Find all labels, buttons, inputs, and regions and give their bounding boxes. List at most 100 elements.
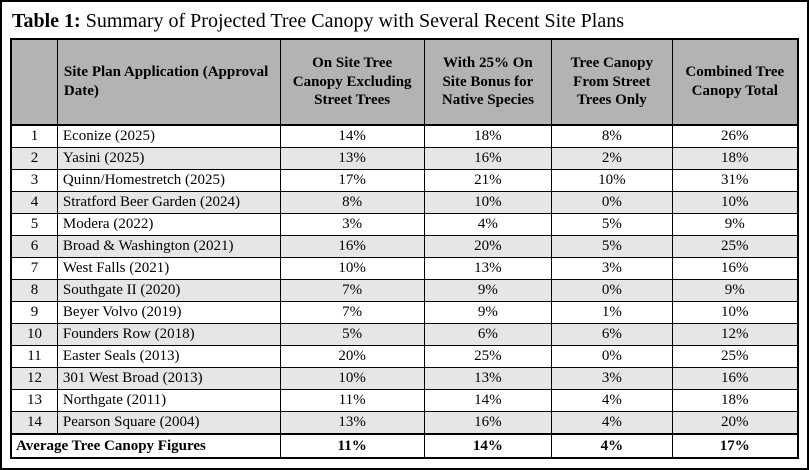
table-row: 9 Beyer Volvo (2019) 7% 9% 1% 10% bbox=[10, 301, 799, 324]
row-number: 13 bbox=[10, 389, 58, 412]
street-value: 1% bbox=[551, 301, 673, 324]
street-value: 5% bbox=[551, 235, 673, 258]
combined-value: 16% bbox=[671, 367, 799, 390]
site-plan-name: Stratford Beer Garden (2024) bbox=[56, 191, 281, 214]
row-number: 3 bbox=[10, 169, 58, 192]
combined-value: 18% bbox=[671, 147, 799, 170]
average-onsite-value: 11% bbox=[279, 433, 425, 459]
combined-value: 9% bbox=[671, 279, 799, 302]
table-row: 11 Easter Seals (2013) 20% 25% 0% 25% bbox=[10, 345, 799, 368]
onsite-value: 13% bbox=[279, 147, 425, 170]
onsite-value: 5% bbox=[279, 323, 425, 346]
header-combined-canopy: Combined Tree Canopy Total bbox=[671, 38, 799, 126]
average-row-label: Average Tree Canopy Figures bbox=[10, 433, 281, 459]
bonus-value: 14% bbox=[423, 389, 553, 412]
site-plan-name: Yasini (2025) bbox=[56, 147, 281, 170]
combined-value: 18% bbox=[671, 389, 799, 412]
row-number: 11 bbox=[10, 345, 58, 368]
site-plan-name: Quinn/Homestretch (2025) bbox=[56, 169, 281, 192]
bonus-value: 4% bbox=[423, 213, 553, 236]
combined-value: 25% bbox=[671, 235, 799, 258]
combined-value: 12% bbox=[671, 323, 799, 346]
bonus-value: 10% bbox=[423, 191, 553, 214]
site-plan-name: Southgate II (2020) bbox=[56, 279, 281, 302]
bonus-value: 16% bbox=[423, 147, 553, 170]
bonus-value: 13% bbox=[423, 257, 553, 280]
onsite-value: 17% bbox=[279, 169, 425, 192]
tree-canopy-table: Site Plan Application (Approval Date) On… bbox=[10, 38, 799, 459]
bonus-value: 9% bbox=[423, 279, 553, 302]
bonus-value: 18% bbox=[423, 124, 553, 148]
table-row: 3 Quinn/Homestretch (2025) 17% 21% 10% 3… bbox=[10, 169, 799, 192]
onsite-value: 13% bbox=[279, 411, 425, 435]
site-plan-name: Beyer Volvo (2019) bbox=[56, 301, 281, 324]
table-row: 5 Modera (2022) 3% 4% 5% 9% bbox=[10, 213, 799, 236]
table-row: 1 Econize (2025) 14% 18% 8% 26% bbox=[10, 124, 799, 148]
onsite-value: 14% bbox=[279, 124, 425, 148]
street-value: 3% bbox=[551, 257, 673, 280]
onsite-value: 11% bbox=[279, 389, 425, 412]
row-number: 4 bbox=[10, 191, 58, 214]
row-number: 6 bbox=[10, 235, 58, 258]
combined-value: 25% bbox=[671, 345, 799, 368]
bonus-value: 16% bbox=[423, 411, 553, 435]
combined-value: 10% bbox=[671, 301, 799, 324]
table-header-row: Site Plan Application (Approval Date) On… bbox=[10, 38, 799, 126]
bonus-value: 13% bbox=[423, 367, 553, 390]
bonus-value: 20% bbox=[423, 235, 553, 258]
table-row: 4 Stratford Beer Garden (2024) 8% 10% 0%… bbox=[10, 191, 799, 214]
street-value: 2% bbox=[551, 147, 673, 170]
row-number: 5 bbox=[10, 213, 58, 236]
street-value: 0% bbox=[551, 279, 673, 302]
header-bonus-canopy: With 25% On Site Bonus for Native Specie… bbox=[423, 38, 553, 126]
row-number: 1 bbox=[10, 124, 58, 148]
combined-value: 20% bbox=[671, 411, 799, 435]
site-plan-name: Econize (2025) bbox=[56, 124, 281, 148]
table-row: 2 Yasini (2025) 13% 16% 2% 18% bbox=[10, 147, 799, 170]
bonus-value: 9% bbox=[423, 301, 553, 324]
header-site-plan: Site Plan Application (Approval Date) bbox=[56, 38, 281, 126]
site-plan-name: Modera (2022) bbox=[56, 213, 281, 236]
street-value: 4% bbox=[551, 411, 673, 435]
average-combined-value: 17% bbox=[671, 433, 799, 459]
row-number: 10 bbox=[10, 323, 58, 346]
table-row: 13 Northgate (2011) 11% 14% 4% 18% bbox=[10, 389, 799, 412]
site-plan-name: Broad & Washington (2021) bbox=[56, 235, 281, 258]
row-number: 7 bbox=[10, 257, 58, 280]
combined-value: 9% bbox=[671, 213, 799, 236]
site-plan-name: Northgate (2011) bbox=[56, 389, 281, 412]
average-bonus-value: 14% bbox=[423, 433, 553, 459]
table-row: 8 Southgate II (2020) 7% 9% 0% 9% bbox=[10, 279, 799, 302]
onsite-value: 7% bbox=[279, 301, 425, 324]
street-value: 10% bbox=[551, 169, 673, 192]
street-value: 0% bbox=[551, 345, 673, 368]
street-value: 3% bbox=[551, 367, 673, 390]
onsite-value: 10% bbox=[279, 257, 425, 280]
average-row: Average Tree Canopy Figures 11% 14% 4% 1… bbox=[10, 433, 799, 459]
street-value: 8% bbox=[551, 124, 673, 148]
onsite-value: 8% bbox=[279, 191, 425, 214]
site-plan-name: Founders Row (2018) bbox=[56, 323, 281, 346]
table-row: 12 301 West Broad (2013) 10% 13% 3% 16% bbox=[10, 367, 799, 390]
site-plan-name: Pearson Square (2004) bbox=[56, 411, 281, 435]
row-number: 2 bbox=[10, 147, 58, 170]
table-row: 6 Broad & Washington (2021) 16% 20% 5% 2… bbox=[10, 235, 799, 258]
combined-value: 31% bbox=[671, 169, 799, 192]
table-caption: Table 1: Summary of Projected Tree Canop… bbox=[12, 8, 799, 34]
table-caption-label: Table 1: bbox=[12, 10, 81, 32]
street-value: 5% bbox=[551, 213, 673, 236]
onsite-value: 3% bbox=[279, 213, 425, 236]
site-plan-name: 301 West Broad (2013) bbox=[56, 367, 281, 390]
header-street-canopy: Tree Canopy From Street Trees Only bbox=[551, 38, 673, 126]
onsite-value: 20% bbox=[279, 345, 425, 368]
header-onsite-canopy: On Site Tree Canopy Excluding Street Tre… bbox=[279, 38, 425, 126]
bonus-value: 6% bbox=[423, 323, 553, 346]
street-value: 4% bbox=[551, 389, 673, 412]
bonus-value: 21% bbox=[423, 169, 553, 192]
street-value: 6% bbox=[551, 323, 673, 346]
combined-value: 26% bbox=[671, 124, 799, 148]
row-number: 8 bbox=[10, 279, 58, 302]
average-street-value: 4% bbox=[551, 433, 673, 459]
street-value: 0% bbox=[551, 191, 673, 214]
